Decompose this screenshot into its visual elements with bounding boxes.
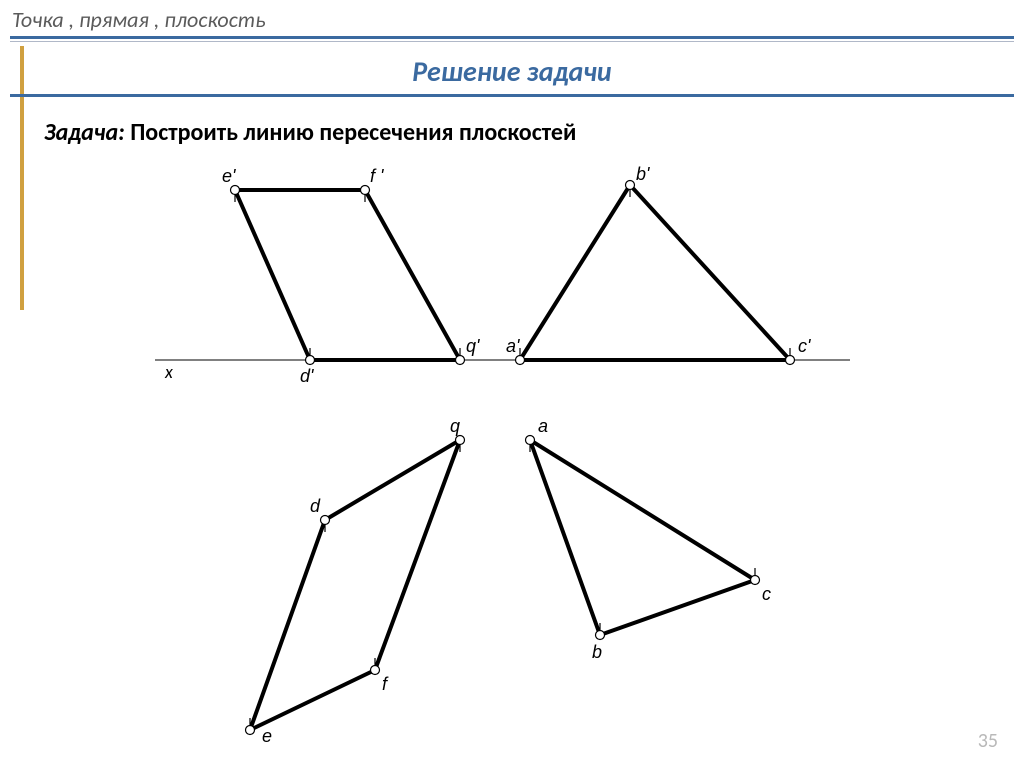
label-f': f ' xyxy=(370,166,384,186)
point-e' xyxy=(231,186,240,195)
label-b': b' xyxy=(636,164,650,184)
label-e: e xyxy=(262,726,272,746)
point-c xyxy=(751,576,760,585)
quad-top xyxy=(235,190,460,360)
label-c: c xyxy=(762,584,771,604)
slide-number: 35 xyxy=(978,729,998,753)
slide-title: Решение задачи xyxy=(412,54,611,89)
rule-under-title xyxy=(10,94,1014,97)
point-a' xyxy=(516,356,525,365)
point-d' xyxy=(306,356,315,365)
tri-top xyxy=(520,185,790,360)
point-f' xyxy=(361,186,370,195)
tri-bottom xyxy=(530,440,755,635)
point-c' xyxy=(786,356,795,365)
label-f: f xyxy=(382,674,389,694)
label-e': e' xyxy=(222,166,236,186)
label-d': d' xyxy=(300,366,314,386)
task-label: Задача: xyxy=(44,118,125,147)
point-b xyxy=(596,631,605,640)
label-q: q xyxy=(450,416,460,436)
label-q': q' xyxy=(466,336,480,356)
label-a': a' xyxy=(506,336,520,356)
point-d xyxy=(321,516,330,525)
label-b: b xyxy=(592,642,602,662)
geometry-diagram: x e' f ' q' d' a' b' c' q d f e a c b xyxy=(150,160,910,750)
point-b' xyxy=(626,181,635,190)
label-a: a xyxy=(538,416,548,436)
topic-text: Точка , прямая , плоскость xyxy=(12,6,266,33)
quad-bottom xyxy=(250,440,460,730)
rule-top xyxy=(10,36,1014,39)
label-d: d xyxy=(310,496,321,516)
label-c': c' xyxy=(798,336,811,356)
point-e xyxy=(246,726,255,735)
task-line: Задача: Построить линию пересечения плос… xyxy=(44,118,576,147)
rule-top-shadow xyxy=(10,41,1014,42)
slide-title-wrap: Решение задачи xyxy=(12,54,1012,89)
task-text: Построить линию пересечения плоскостей xyxy=(125,118,577,147)
point-f xyxy=(371,666,380,675)
point-q' xyxy=(456,356,465,365)
x-axis-label: x xyxy=(164,361,173,383)
point-q xyxy=(456,436,465,445)
point-a xyxy=(526,436,535,445)
